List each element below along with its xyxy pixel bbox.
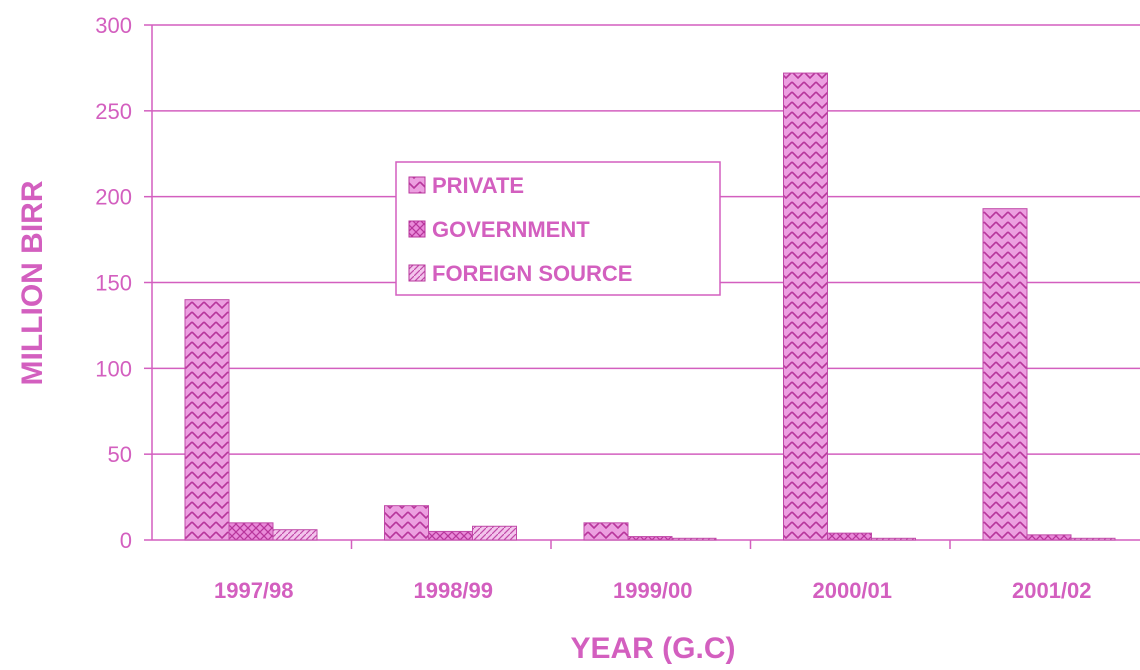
bar-government-1998/99 <box>429 531 473 540</box>
bar-foreign-source-2001/02 <box>1071 538 1115 540</box>
bar-private-1997/98 <box>185 300 229 540</box>
legend-swatch <box>409 177 425 193</box>
legend-swatch <box>409 221 425 237</box>
y-tick-label: 0 <box>120 528 132 553</box>
y-axis-title: MILLION BIRR <box>16 180 49 385</box>
legend-label: GOVERNMENT <box>432 217 590 242</box>
x-tick-label: 2000/01 <box>812 578 892 603</box>
bar-government-1997/98 <box>229 523 273 540</box>
bar-foreign-source-1998/99 <box>473 526 517 540</box>
legend-swatch <box>409 265 425 281</box>
y-tick-label: 300 <box>95 13 132 38</box>
y-tick-label: 50 <box>108 442 132 467</box>
bar-government-1999/00 <box>628 537 672 540</box>
x-tick-label: 1998/99 <box>413 578 493 603</box>
y-axis-ticks: 0 50 100 150 200 250 300 <box>95 13 152 553</box>
x-tick-label: 2001/02 <box>1012 578 1092 603</box>
x-axis-title: YEAR (G.C) <box>571 632 736 665</box>
x-tick-label: 1997/98 <box>214 578 294 603</box>
bar-government-2000/01 <box>828 533 872 540</box>
legend: PRIVATE GOVERNMENT FOREIGN SOURCE <box>396 162 720 295</box>
y-tick-label: 200 <box>95 185 132 210</box>
legend-label: FOREIGN SOURCE <box>432 261 632 286</box>
bars <box>185 73 1115 540</box>
bar-private-1998/99 <box>385 506 429 540</box>
bar-foreign-source-1999/00 <box>672 538 716 540</box>
x-axis-ticks: 1997/98 1998/99 1999/00 2000/01 2001/02 <box>214 540 1140 603</box>
bar-private-2001/02 <box>983 209 1027 540</box>
bar-private-1999/00 <box>584 523 628 540</box>
x-tick-label: 1999/00 <box>613 578 693 603</box>
y-tick-label: 150 <box>95 271 132 296</box>
legend-label: PRIVATE <box>432 173 524 198</box>
bar-private-2000/01 <box>784 73 828 540</box>
bar-foreign-source-2000/01 <box>872 538 916 540</box>
y-tick-label: 250 <box>95 99 132 124</box>
bar-government-2001/02 <box>1027 535 1071 540</box>
y-tick-label: 100 <box>95 356 132 381</box>
bar-foreign-source-1997/98 <box>273 530 317 540</box>
